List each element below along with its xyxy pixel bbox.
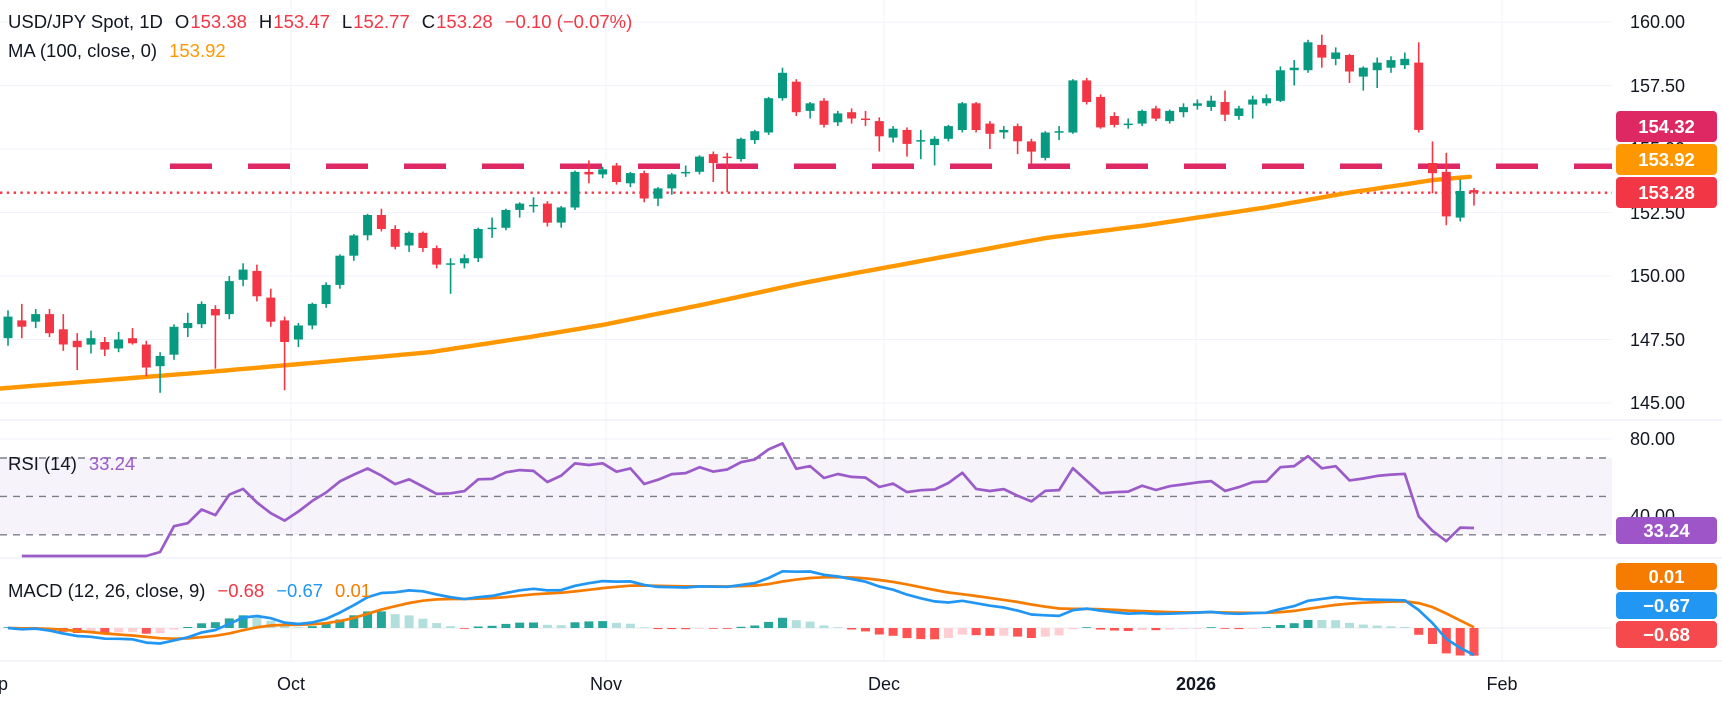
macd-legend-row[interactable]: MACD (12, 26, close, 9) −0.68 −0.67 0.01 (8, 580, 371, 602)
ohlc-low: L 152.77 (341, 11, 410, 32)
rsi-label: RSI (14) (8, 453, 77, 474)
ma-value: 153.92 (169, 40, 226, 61)
price-axis-label: 157.50 (1630, 76, 1686, 96)
last-price-badge: 153.28 (1616, 177, 1717, 208)
ohlc-open: O 153.38 (174, 11, 247, 32)
symbol-title: USD/JPY Spot, 1D (8, 11, 163, 32)
time-axis-label: Nov (589, 674, 623, 694)
macd-hist-value: −0.68 (217, 580, 265, 601)
ohlc-high: H 153.47 (258, 11, 330, 32)
time-axis-label: Dec (867, 674, 901, 694)
price-axis-label: 152.50 (1630, 203, 1686, 223)
time-axis-label: Oct (276, 674, 306, 694)
time-axis[interactable]: p Oct Nov Dec 2026 Feb (0, 662, 1722, 708)
time-axis-label: Feb (1486, 674, 1518, 694)
ma-legend-row[interactable]: MA (100, close, 0) 153.92 (8, 40, 226, 62)
price-axis-label: 145.00 (1630, 393, 1686, 413)
price-axis-label: 150.00 (1630, 266, 1686, 286)
time-axis-label: p (0, 674, 9, 694)
macd-line-badge: −0.67 (1616, 592, 1717, 619)
price-axis-label: 160.00 (1630, 12, 1686, 32)
symbol-legend-row[interactable]: USD/JPY Spot, 1D O 153.38 H 153.47 L 152.77… (8, 11, 632, 33)
macd-label: MACD (12, 26, close, 9) (8, 580, 206, 601)
rsi-value-badge: 33.24 (1616, 517, 1717, 544)
macd-signal-value: 0.01 (335, 580, 372, 601)
macd-signal-badge: 0.01 (1616, 563, 1717, 590)
rsi-legend-row[interactable]: RSI (14) 33.24 (8, 453, 135, 475)
rsi-axis-label: 80.00 (1630, 429, 1676, 449)
ohlc-close: C 153.28 (421, 11, 493, 32)
price-axis[interactable]: 160.00157.50155.00152.50150.00147.50145.… (1612, 0, 1722, 662)
macd-hist-badge: −0.68 (1616, 621, 1717, 648)
time-axis-label: 2026 (1175, 674, 1217, 694)
ma-price-badge: 153.92 (1616, 144, 1717, 175)
ma-label: MA (100, close, 0) (8, 40, 158, 61)
alert-price-badge: 154.32 (1616, 111, 1717, 142)
change-value: −0.10 (−0.07%) (504, 11, 633, 32)
macd-line-value: −0.67 (276, 580, 324, 601)
price-axis-label: 147.50 (1630, 330, 1686, 350)
rsi-value: 33.24 (88, 453, 136, 474)
